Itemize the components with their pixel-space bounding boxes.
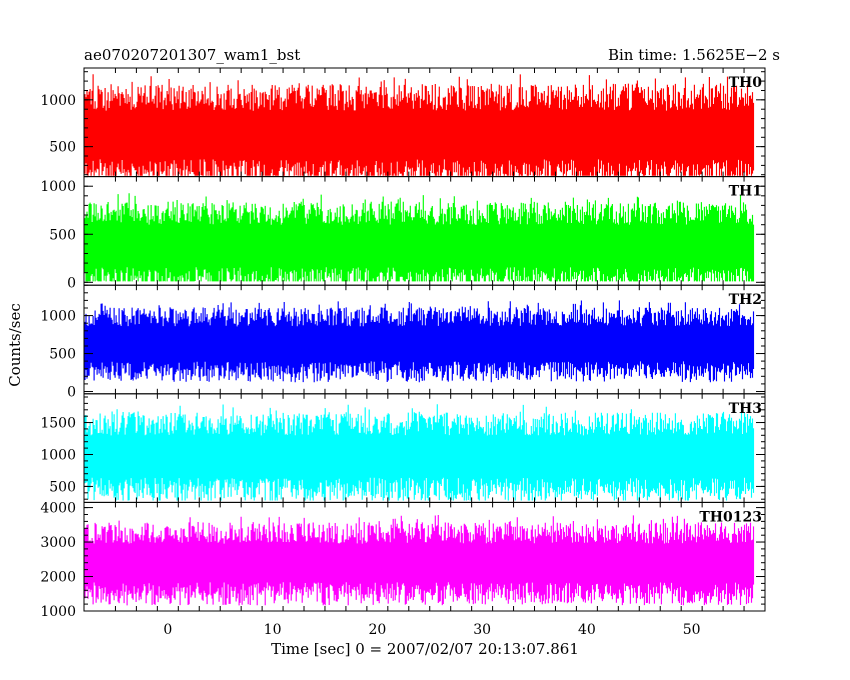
- panel-label-th3: TH3: [729, 401, 762, 417]
- y-tick-label: 1000: [40, 179, 76, 195]
- x-tick-label: 40: [578, 622, 596, 638]
- panel-label-th1: TH1: [729, 184, 762, 200]
- x-tick-label: 30: [473, 622, 491, 638]
- series-th0-trace: [84, 74, 755, 176]
- y-tick-label: 1000: [40, 93, 76, 109]
- x-tick-label: 20: [368, 622, 386, 638]
- x-tick-label: 50: [683, 622, 701, 638]
- panel-th0123-frame: [83, 501, 766, 612]
- y-tick-label: 1000: [40, 448, 76, 464]
- series-th3-trace: [84, 404, 755, 501]
- y-tick-label: 2000: [40, 570, 76, 586]
- y-tick-label: 1000: [40, 309, 76, 325]
- y-tick-label: 500: [49, 140, 76, 156]
- panel-label-th0123: TH0123: [699, 509, 762, 525]
- x-tick-label: 10: [264, 622, 282, 638]
- panel-label-th0: TH0: [729, 75, 763, 91]
- y-tick-label: 4000: [40, 501, 76, 517]
- y-axis-label: Counts/sec: [6, 303, 24, 387]
- chart-title-left: ae070207201307_wam1_bst: [84, 46, 300, 64]
- y-tick-label: 1000: [40, 604, 76, 620]
- y-tick-label: 500: [49, 479, 76, 495]
- x-tick-label: 0: [163, 622, 172, 638]
- y-tick-label: 0: [67, 385, 76, 401]
- y-tick-label: 500: [49, 227, 76, 243]
- y-tick-label: 3000: [40, 535, 76, 551]
- panel-label-th2: TH2: [729, 292, 762, 308]
- panels-group: TH05001000TH105001000TH205001000TH350010…: [40, 67, 766, 638]
- y-tick-label: 1500: [40, 416, 76, 432]
- y-tick-label: 0: [67, 275, 76, 291]
- chart-title-right: Bin time: 1.5625E−2 s: [608, 46, 780, 64]
- series-th1-trace: [84, 193, 755, 282]
- series-th2-trace: [84, 300, 755, 383]
- x-axis-label: Time [sec] 0 = 2007/02/07 20:13:07.861: [271, 640, 579, 658]
- y-tick-label: 500: [49, 347, 76, 363]
